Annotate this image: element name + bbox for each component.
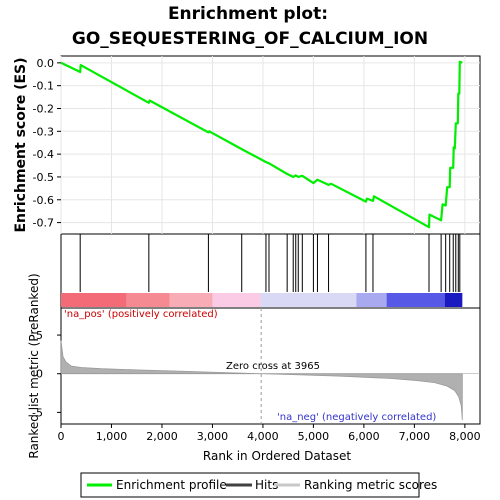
color-bar-segment bbox=[212, 293, 261, 307]
x-tick-label: 4,000 bbox=[247, 430, 279, 443]
es-y-axis-label: Enrichment score (ES) bbox=[13, 57, 29, 232]
hits-layer bbox=[79, 234, 461, 292]
color-bar-segment bbox=[260, 293, 357, 307]
ranking-color-bar bbox=[61, 293, 463, 307]
legend-hits-label: Hits bbox=[255, 478, 278, 492]
zero-cross-label: Zero cross at 3965 bbox=[226, 361, 320, 372]
chart-title-line2: GO_SEQUESTERING_OF_CALCIUM_ION bbox=[72, 29, 428, 49]
x-tick-label: 5,000 bbox=[298, 430, 330, 443]
metric-y-ticks: 5 0 -5 bbox=[32, 329, 61, 419]
metric-y-axis-label: Ranked list metric (PreRanked) bbox=[27, 273, 41, 458]
es-y-tick-label: -0.3 bbox=[33, 125, 54, 138]
x-tick-label: 2,000 bbox=[146, 430, 178, 443]
es-y-tick-label: -0.7 bbox=[33, 217, 54, 230]
color-bar-segment bbox=[356, 293, 387, 307]
x-axis-ticks: 0 1,000 2,000 3,000 4,000 5,000 6,000 7,000 8,00… bbox=[58, 424, 481, 443]
es-panel-frame bbox=[60, 55, 481, 235]
color-bar-segment bbox=[386, 293, 445, 307]
x-tick-label: 6,000 bbox=[348, 430, 380, 443]
ranking-metric-layer bbox=[60, 308, 480, 424]
color-bar-segment bbox=[126, 293, 170, 307]
es-y-tick-label: -0.1 bbox=[33, 80, 54, 93]
metric-y-tick-label: 5 bbox=[36, 329, 43, 342]
x-tick-label: 0 bbox=[58, 430, 65, 443]
chart-title-line1: Enrichment plot: bbox=[168, 4, 328, 24]
es-y-tick-label: -0.6 bbox=[33, 194, 54, 207]
es-y-tick-label: -0.5 bbox=[33, 171, 54, 184]
x-tick-label: 1,000 bbox=[96, 430, 128, 443]
legend-enrichment-label: Enrichment profile bbox=[116, 478, 227, 492]
metric-y-tick-label: 0 bbox=[36, 368, 43, 381]
ranking-metric-area bbox=[60, 340, 463, 421]
es-y-tick-label: -0.2 bbox=[33, 102, 54, 115]
legend-metric-label: Ranking metric scores bbox=[304, 478, 437, 492]
es-gridlines bbox=[60, 56, 480, 234]
color-bar-segment bbox=[169, 293, 213, 307]
es-y-tick-label: -0.4 bbox=[33, 148, 54, 161]
metric-y-tick-label: -5 bbox=[32, 406, 43, 419]
metric-panel-frame bbox=[60, 307, 481, 425]
negative-correlation-label: 'na_neg' (negatively correlated) bbox=[277, 412, 436, 423]
color-bar-segment bbox=[444, 293, 463, 307]
positive-correlation-label: 'na_pos' (positively correlated) bbox=[64, 309, 218, 320]
enrichment-profile-line bbox=[60, 60, 463, 229]
x-tick-label: 8,000 bbox=[449, 430, 481, 443]
x-tick-label: 7,000 bbox=[399, 430, 431, 443]
x-axis-label: Rank in Ordered Dataset bbox=[203, 449, 351, 463]
es-y-tick-label: 0.0 bbox=[37, 57, 55, 70]
es-y-ticks: 0.0 -0.1 -0.2 -0.3 -0.4 -0.5 -0.6 -0.7 bbox=[33, 57, 61, 230]
enrichment-profile-layer bbox=[60, 60, 463, 229]
color-bar-segment bbox=[61, 293, 127, 307]
x-tick-label: 3,000 bbox=[197, 430, 229, 443]
